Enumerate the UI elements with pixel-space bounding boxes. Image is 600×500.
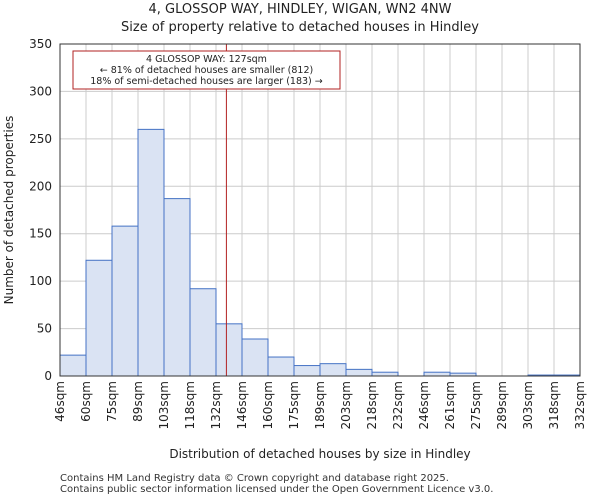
y-tick-label: 100 xyxy=(29,274,52,288)
x-tick-label: 118sqm xyxy=(183,381,197,429)
y-tick-label: 0 xyxy=(44,369,52,383)
x-tick-label: 103sqm xyxy=(157,381,171,429)
annotation-line: 4 GLOSSOP WAY: 127sqm xyxy=(146,54,267,65)
y-tick-label: 350 xyxy=(29,37,52,51)
plot-frame xyxy=(59,43,581,377)
y-tick-label: 250 xyxy=(29,132,52,146)
x-axis-label: Distribution of detached houses by size … xyxy=(169,447,470,461)
x-tick-label: 261sqm xyxy=(443,381,457,429)
histogram-bar xyxy=(59,354,87,377)
annotation-line: ← 81% of detached houses are smaller (81… xyxy=(100,65,313,76)
histogram-bar xyxy=(267,356,295,377)
x-tick-label: 232sqm xyxy=(391,381,405,429)
axes: 0 50 100 150 200 250 300 350 46sqm 60sqm 75sqm 89sq… xyxy=(29,37,587,429)
x-tick-label: 246sqm xyxy=(417,381,431,429)
histogram-bar xyxy=(371,371,399,377)
x-tick-label: 189sqm xyxy=(313,381,327,429)
x-tick-label: 289sqm xyxy=(495,381,509,429)
histogram-bar xyxy=(111,225,139,377)
histogram-bar xyxy=(163,198,191,377)
x-tick-label: 203sqm xyxy=(339,381,353,429)
x-tick-label: 332sqm xyxy=(573,381,587,429)
histogram-bar xyxy=(423,371,451,377)
bars xyxy=(59,128,581,377)
y-tick-label: 300 xyxy=(29,84,52,98)
y-tick-label: 150 xyxy=(29,227,52,241)
histogram-bar xyxy=(319,363,347,377)
x-tick-label: 89sqm xyxy=(131,381,145,422)
y-axis-label: Number of detached properties xyxy=(2,116,16,305)
y-tick-label: 50 xyxy=(37,322,52,336)
x-tick-label: 132sqm xyxy=(209,381,223,429)
x-tick-label: 46sqm xyxy=(53,381,67,422)
histogram-bar xyxy=(345,368,373,377)
histogram-bar xyxy=(293,365,321,377)
x-tick-label: 318sqm xyxy=(547,381,561,429)
x-tick-label: 160sqm xyxy=(261,381,275,429)
histogram-bar xyxy=(189,288,217,377)
x-tick-label: 303sqm xyxy=(521,381,535,429)
y-tick-label: 200 xyxy=(29,179,52,193)
histogram-bar xyxy=(137,128,165,377)
histogram-bar xyxy=(215,323,243,377)
x-tick-label: 60sqm xyxy=(79,381,93,422)
x-tick-label: 146sqm xyxy=(235,381,249,429)
histogram-bar xyxy=(85,259,113,377)
annotation-box xyxy=(72,50,341,90)
x-tick-label: 175sqm xyxy=(287,381,301,429)
chart-subtitle: Size of property relative to detached ho… xyxy=(121,20,479,35)
property-marker: 4 GLOSSOP WAY: 127sqm← 81% of detached h… xyxy=(72,44,341,376)
chart-title: 4, GLOSSOP WAY, HINDLEY, WIGAN, WN2 4NW xyxy=(148,2,452,17)
histogram-bar xyxy=(241,338,269,377)
x-tick-label: 218sqm xyxy=(365,381,379,429)
x-tick-label: 75sqm xyxy=(105,381,119,422)
annotation-line: 18% of semi-detached houses are larger (… xyxy=(90,76,323,87)
footer-line-2: Contains public sector information licen… xyxy=(60,484,494,495)
x-tick-label: 275sqm xyxy=(469,381,483,429)
footer-line-1: Contains HM Land Registry data © Crown c… xyxy=(60,473,449,484)
